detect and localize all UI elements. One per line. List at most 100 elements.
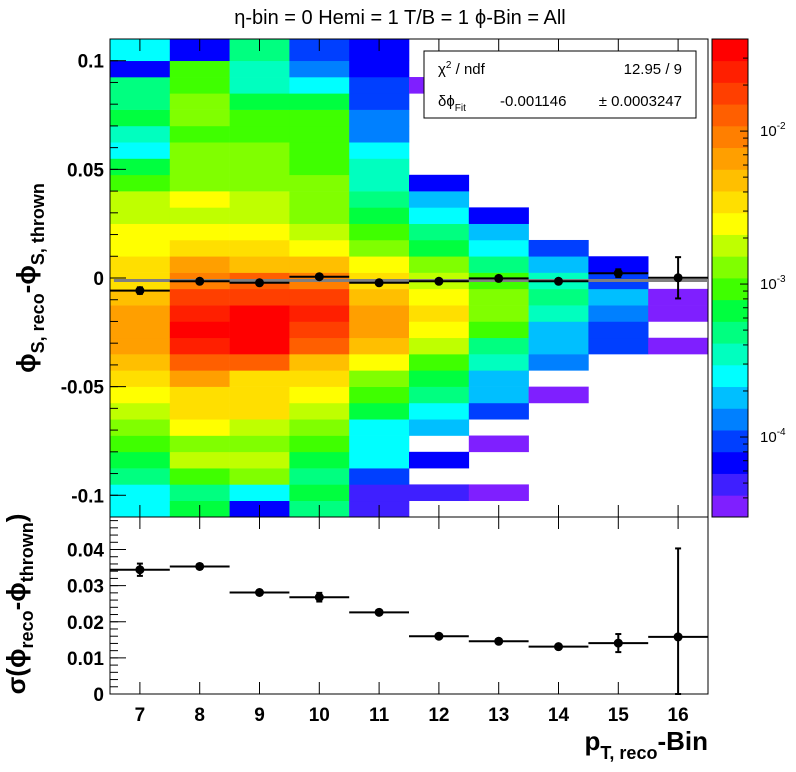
heatmap-cell [349, 386, 410, 404]
heatmap-cell [110, 468, 171, 485]
heatmap-cell [229, 207, 290, 224]
heatmap-cell [229, 305, 290, 322]
heatmap-cell [110, 451, 171, 469]
bottom-x-axis-label: pT, reco-Bin [585, 726, 708, 763]
heatmap-cell [289, 256, 350, 273]
heatmap-cell [289, 435, 350, 453]
heatmap-cell [110, 354, 171, 371]
heatmap-cell [349, 305, 410, 322]
heatmap-cell [229, 93, 290, 110]
palette-segment [712, 299, 748, 322]
heatmap-cell [110, 191, 171, 208]
heatmap-cell [588, 305, 649, 322]
bottom-x-tick-label: 10 [309, 705, 330, 726]
heatmap-cell [468, 321, 529, 339]
palette-frame [711, 38, 749, 518]
bottom-x-tick-label: 13 [488, 705, 509, 726]
profile-point [255, 278, 264, 288]
heatmap-cell [588, 337, 649, 355]
heatmap-cell [110, 419, 171, 436]
color-palette-bar [712, 39, 748, 518]
profile-point [554, 276, 563, 286]
heatmap-cell [528, 256, 589, 273]
heatmap-cell [409, 354, 470, 371]
heatmap-cell [229, 109, 290, 127]
heatmap-cell [169, 191, 230, 208]
heatmap-cell [468, 386, 529, 404]
heatmap-cell [229, 77, 290, 94]
heatmap-cell [468, 305, 529, 322]
sigma-point [255, 587, 264, 597]
heatmap-cell [528, 386, 589, 404]
heatmap-cell [110, 93, 171, 110]
heatmap-cell [169, 419, 230, 436]
stats-fit-value: -0.001146 [500, 93, 566, 110]
heatmap-cell [110, 386, 171, 404]
heatmap-cell [349, 239, 410, 257]
heatmap-cell [289, 305, 350, 322]
palette-segment [712, 234, 748, 257]
heatmap-cell [229, 354, 290, 371]
heatmap-cell [468, 288, 529, 306]
bottom-x-tick-label: 12 [428, 705, 449, 726]
heatmap-cell [169, 60, 230, 78]
heatmap-cell [409, 223, 470, 241]
heatmap-cell [110, 77, 171, 94]
heatmap-cell [349, 109, 410, 127]
heatmap-cell [169, 288, 230, 306]
heatmap-cell [349, 288, 410, 306]
heatmap-cell [289, 223, 350, 241]
heatmap-cell [349, 402, 410, 420]
palette-segment [712, 430, 748, 453]
heatmap-cell [229, 386, 290, 404]
heatmap-cell [289, 484, 350, 502]
profile-point [374, 278, 384, 288]
heatmap-cell [229, 468, 290, 485]
palette-segment [712, 125, 748, 149]
top-y-ticks: 0.1 0.05 0 -0.05 -0.1 [61, 38, 126, 518]
heatmap-cell [648, 305, 709, 322]
heatmap-cell [468, 435, 529, 453]
heatmap-cell [229, 239, 290, 257]
heatmap-cell [349, 337, 410, 355]
heatmap-cell [468, 207, 529, 224]
profile-point [195, 276, 205, 286]
heatmap-cell [289, 93, 350, 110]
bottom-points [110, 547, 708, 695]
profile-point [613, 268, 623, 278]
heatmap-cell [409, 321, 470, 339]
heatmap-cell [409, 239, 470, 257]
heatmap-cell [289, 239, 350, 257]
heatmap-cell [588, 256, 649, 273]
palette-segment [712, 278, 748, 301]
sigma-point [613, 638, 623, 648]
heatmap-cell [229, 337, 290, 355]
heatmap-cell [349, 370, 410, 387]
heatmap-cell [110, 223, 171, 241]
heatmap-cell [229, 419, 290, 436]
heatmap-cell [528, 239, 589, 257]
heatmap-cell [528, 288, 589, 306]
top-y-tick-label: -0.05 [61, 378, 105, 399]
palette-segment [712, 343, 748, 366]
heatmap-cell [110, 321, 171, 339]
bottom-panel-frame [109, 516, 709, 695]
heatmap-cell [528, 321, 589, 339]
palette-segment [712, 104, 748, 127]
palette-segment [712, 191, 748, 214]
sigma-point [494, 636, 504, 646]
heatmap-cell [229, 256, 290, 273]
heatmap-cell [169, 354, 230, 371]
bottom-x-tick-label: 15 [608, 705, 630, 726]
heatmap-cell [289, 207, 350, 224]
profile-point [434, 276, 444, 286]
heatmap-cell [169, 109, 230, 127]
heatmap-cell [169, 207, 230, 224]
chart-title: η-bin = 0 Hemi = 1 T/B = 1 ϕ-Bin = All [234, 7, 565, 29]
heatmap-cell [110, 207, 171, 224]
heatmap-cell [289, 77, 350, 94]
heatmap-cell [409, 305, 470, 322]
heatmap-cell [349, 60, 410, 78]
heatmap-cell [169, 93, 230, 110]
heatmap-cell [110, 109, 171, 127]
